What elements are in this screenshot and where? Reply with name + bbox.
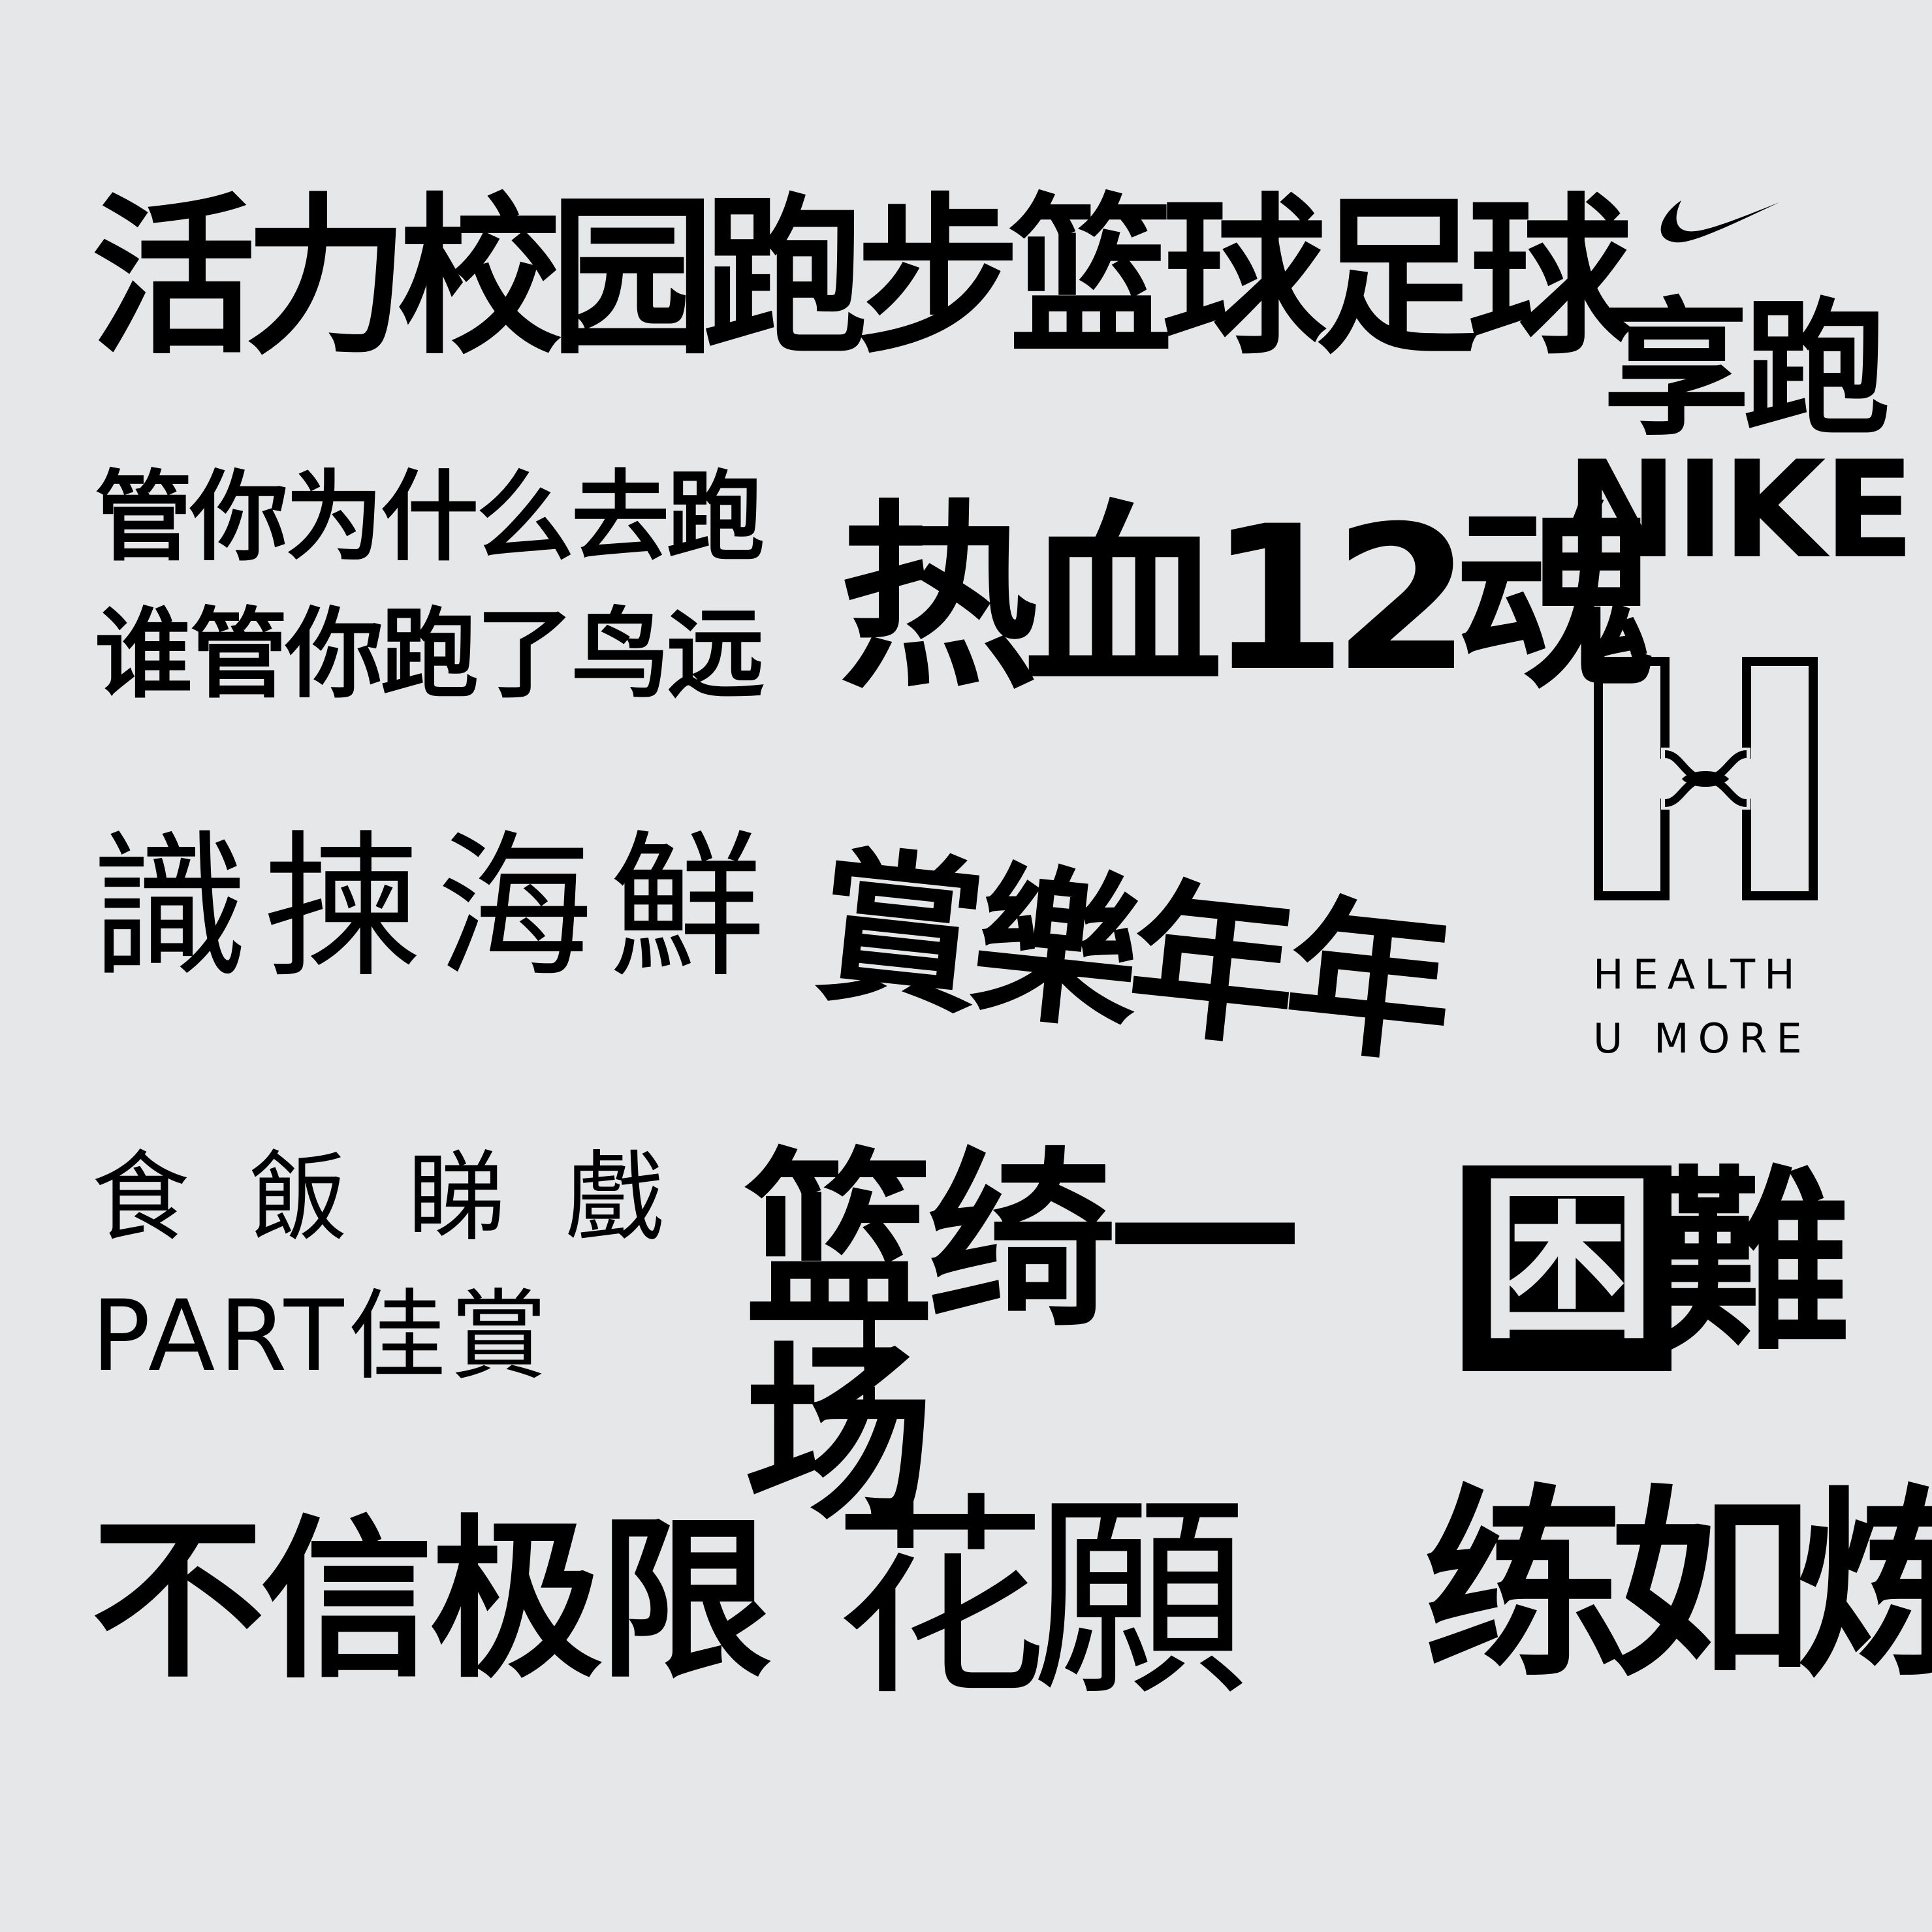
boxed-character-block: 困 xyxy=(1463,1165,1671,1371)
nike-wordmark: NIKE xyxy=(1566,433,1915,588)
title-flower-wish: 花願 xyxy=(832,1474,1248,1725)
slogan-line-2: 谁管你跑了鸟远 xyxy=(95,598,765,712)
character-nan: 難 xyxy=(1655,1149,1851,1377)
boxed-character: 困 xyxy=(1479,1157,1655,1363)
title-passion-12: 热血12魂 xyxy=(839,483,1656,715)
slogan-line-1: 管你为什么去跑 xyxy=(95,461,765,575)
health-line-1: HEALTH xyxy=(1593,951,1804,998)
swoosh-icon xyxy=(1660,200,1779,243)
nike-chinese-title: 享跑 xyxy=(1603,285,1890,456)
title-eat-watch-line-2: PART佳賞 xyxy=(91,1280,552,1393)
title-eat-watch-line-1: 食飯睇戲 xyxy=(91,1141,724,1255)
title-no-limits: 不信极限 xyxy=(91,1500,772,1702)
title-practice: 练如炼 xyxy=(1423,1468,1932,1704)
h-logo-icon xyxy=(1594,657,1818,900)
title-basketball-match: 篮绮一场 xyxy=(744,1132,1299,1545)
title-campus-sports: 活力校园跑步篮球足球 xyxy=(91,178,1632,377)
health-line-2: U MORE xyxy=(1593,1015,1811,1062)
title-seafood: 識揀海鮮 xyxy=(91,816,781,999)
exclamation-mark: ! xyxy=(846,1293,893,1429)
title-happy-years: 賞樂年年 xyxy=(807,829,1453,1088)
